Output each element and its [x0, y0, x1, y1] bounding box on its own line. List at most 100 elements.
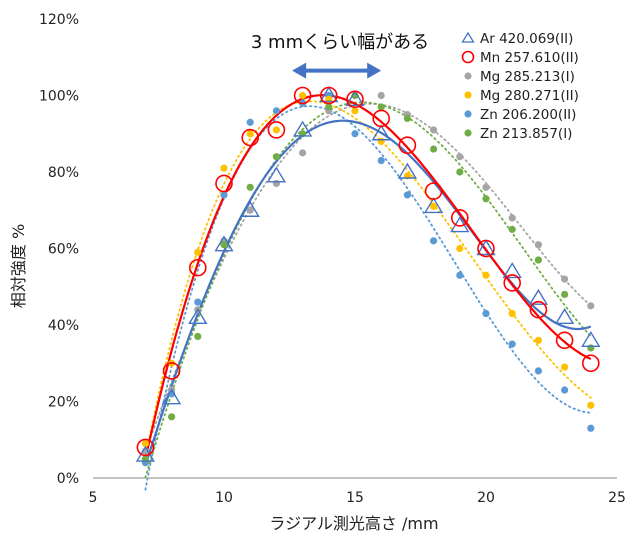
data-point-series-1 — [319, 86, 339, 103]
data-point-series-3 — [587, 302, 595, 310]
legend-marker — [464, 91, 472, 99]
data-point-series-1 — [240, 200, 260, 217]
data-point-series-5 — [194, 298, 202, 306]
data-point-series-5 — [482, 309, 490, 318]
data-point-series-2 — [529, 300, 548, 319]
data-point-series-5 — [403, 191, 411, 199]
data-point-series-2 — [189, 258, 207, 277]
trendline-3 — [144, 102, 592, 453]
legend: Ar 420.069(II) Mn 257.610(II) Mg 285.213(I… — [461, 31, 579, 142]
data-point-series-1 — [292, 120, 313, 137]
data-point-series-1 — [476, 239, 496, 256]
data-point-series-3 — [456, 153, 464, 161]
data-point-series-4 — [299, 91, 307, 100]
data-point-series-5 — [430, 237, 438, 245]
data-point-series-3 — [272, 179, 280, 188]
data-point-series-2 — [424, 182, 443, 200]
data-point-series-6 — [508, 225, 516, 233]
data-point-series-1 — [581, 330, 601, 347]
data-point-series-5 — [220, 191, 228, 199]
trendline-6 — [144, 101, 592, 479]
data-point-series-6 — [456, 168, 464, 176]
trendline-1 — [144, 119, 592, 466]
data-point-series-4 — [194, 248, 202, 256]
data-point-series-6 — [534, 256, 543, 264]
x-tick-label: 10 — [215, 490, 233, 506]
trendline-4 — [144, 100, 592, 458]
data-point-series-1 — [423, 197, 444, 214]
data-point-series-2 — [319, 86, 338, 105]
annotation-text: 3 mmくらい幅がある — [251, 32, 429, 53]
legend-label: Mg 285.213(I) — [480, 69, 575, 85]
data-point-series-6 — [246, 183, 254, 191]
data-point-series-2 — [346, 90, 364, 109]
data-point-series-2 — [136, 438, 155, 457]
data-point-series-6 — [482, 195, 490, 203]
data-point-series-3 — [482, 183, 490, 191]
legend-label: Ar 420.069(II) — [480, 31, 573, 47]
data-point-series-1 — [554, 307, 575, 325]
data-point-series-4 — [587, 401, 595, 409]
data-point-series-1 — [371, 124, 391, 141]
data-point-series-4 — [220, 164, 228, 172]
data-point-series-4 — [351, 107, 359, 115]
data-point-series-1 — [528, 288, 549, 305]
data-point-series-2 — [450, 209, 469, 227]
axes: 5 10 15 20 25 0% 20% 40% 60% 80% 100% 120% — [39, 12, 626, 506]
data-point-series-5 — [272, 107, 280, 115]
data-point-series-5 — [246, 118, 254, 126]
legend-marker — [464, 110, 472, 118]
legend-marker — [464, 129, 472, 137]
data-point-series-4 — [141, 439, 149, 448]
data-point-series-6 — [325, 103, 333, 111]
data-point-series-4 — [272, 126, 280, 134]
legend-label: Zn 213.857(I) — [480, 126, 572, 142]
data-point-series-4 — [456, 244, 464, 253]
data-point-series-6 — [220, 241, 228, 249]
y-tick-label: 40% — [48, 318, 79, 334]
data-point-series-6 — [430, 145, 438, 153]
data-point-series-1 — [266, 166, 287, 183]
x-tick-label: 15 — [346, 490, 364, 506]
legend-label: Mn 257.610(II) — [480, 50, 579, 66]
series-layer — [135, 86, 601, 491]
data-point-series-2 — [215, 174, 233, 193]
data-point-series-6 — [377, 103, 385, 111]
data-point-series-2 — [581, 354, 600, 373]
annotation: 3 mmくらい幅がある — [251, 32, 429, 79]
data-point-series-1 — [161, 388, 182, 405]
legend-marker — [464, 72, 472, 80]
data-point-series-5 — [587, 424, 595, 432]
data-point-series-2 — [477, 239, 495, 258]
data-point-series-3 — [430, 126, 438, 134]
data-point-series-2 — [503, 274, 522, 292]
data-point-series-2 — [372, 109, 391, 128]
data-point-series-6 — [168, 413, 176, 421]
y-tick-label: 80% — [48, 165, 79, 181]
arrow-head-right — [367, 62, 382, 79]
data-point-series-1 — [188, 307, 208, 325]
y-tick-label: 60% — [48, 242, 79, 258]
data-point-series-3 — [561, 275, 569, 283]
data-point-series-3 — [246, 206, 254, 214]
data-point-series-5 — [351, 130, 359, 138]
data-point-series-5 — [456, 271, 464, 279]
y-tick-label: 20% — [48, 395, 79, 411]
data-point-series-2 — [267, 121, 286, 139]
data-point-series-4 — [430, 202, 438, 211]
data-point-series-4 — [561, 363, 569, 371]
data-point-series-2 — [398, 136, 417, 155]
data-point-series-2 — [555, 331, 574, 350]
data-point-series-1 — [214, 235, 234, 252]
data-point-series-6 — [403, 114, 411, 123]
data-point-series-5 — [377, 156, 385, 165]
y-tick-label: 0% — [57, 471, 79, 487]
y-tick-label: 120% — [39, 12, 79, 28]
x-tick-label: 20 — [477, 490, 495, 506]
data-point-series-2 — [241, 128, 259, 147]
data-point-series-5 — [561, 386, 569, 394]
data-point-series-5 — [508, 340, 516, 348]
data-point-series-1 — [397, 162, 418, 179]
x-axis-title: ラジアル測光高さ /mm — [269, 514, 438, 533]
